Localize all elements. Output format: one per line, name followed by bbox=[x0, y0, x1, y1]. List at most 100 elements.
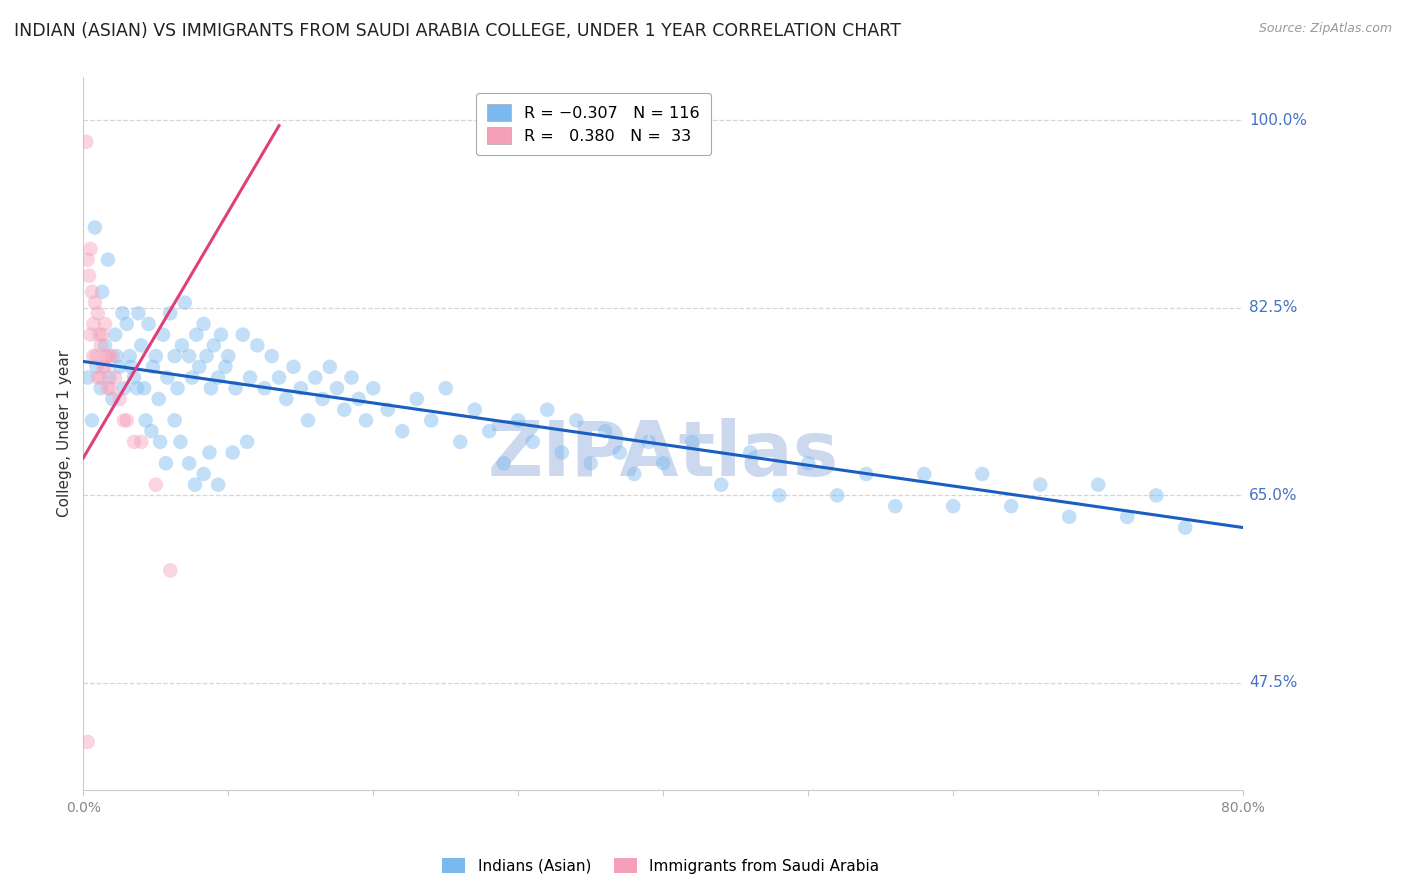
Point bbox=[152, 327, 174, 342]
Point bbox=[91, 285, 114, 299]
Point bbox=[434, 381, 457, 395]
Legend: Indians (Asian), Immigrants from Saudi Arabia: Indians (Asian), Immigrants from Saudi A… bbox=[436, 852, 886, 880]
Point bbox=[221, 445, 243, 459]
Point bbox=[122, 370, 145, 384]
Point bbox=[104, 370, 127, 384]
Point bbox=[239, 370, 262, 384]
Point bbox=[186, 327, 208, 342]
Point bbox=[86, 359, 108, 374]
Text: 47.5%: 47.5% bbox=[1249, 675, 1298, 690]
Point bbox=[115, 317, 138, 331]
Point bbox=[94, 338, 117, 352]
Point bbox=[333, 402, 356, 417]
Point bbox=[149, 434, 172, 449]
Point bbox=[145, 477, 167, 491]
Point bbox=[972, 467, 994, 481]
Point bbox=[1087, 477, 1109, 491]
Point bbox=[478, 424, 501, 438]
Point bbox=[217, 349, 239, 363]
Text: INDIAN (ASIAN) VS IMMIGRANTS FROM SAUDI ARABIA COLLEGE, UNDER 1 YEAR CORRELATION: INDIAN (ASIAN) VS IMMIGRANTS FROM SAUDI … bbox=[14, 22, 901, 40]
Point bbox=[155, 456, 177, 470]
Point bbox=[79, 327, 101, 342]
Text: 82.5%: 82.5% bbox=[1249, 301, 1298, 316]
Point bbox=[193, 317, 215, 331]
Point bbox=[86, 349, 108, 363]
Point bbox=[551, 445, 574, 459]
Point bbox=[94, 359, 117, 374]
Point bbox=[623, 467, 645, 481]
Point bbox=[108, 392, 131, 406]
Point bbox=[173, 295, 195, 310]
Point bbox=[87, 306, 110, 320]
Text: ZIPAtlas: ZIPAtlas bbox=[488, 418, 839, 492]
Point bbox=[98, 370, 121, 384]
Point bbox=[91, 327, 114, 342]
Point bbox=[942, 499, 965, 513]
Point bbox=[193, 467, 215, 481]
Point bbox=[768, 488, 790, 502]
Point bbox=[319, 359, 342, 374]
Point bbox=[225, 381, 247, 395]
Point bbox=[129, 434, 152, 449]
Text: Source: ZipAtlas.com: Source: ZipAtlas.com bbox=[1258, 22, 1392, 36]
Point bbox=[304, 370, 326, 384]
Point bbox=[166, 381, 188, 395]
Point bbox=[138, 317, 160, 331]
Point bbox=[1000, 499, 1022, 513]
Point bbox=[111, 306, 134, 320]
Point bbox=[90, 370, 112, 384]
Point bbox=[134, 381, 156, 395]
Point bbox=[101, 349, 124, 363]
Point bbox=[405, 392, 427, 406]
Point bbox=[1057, 509, 1080, 524]
Point bbox=[82, 317, 104, 331]
Point bbox=[159, 306, 181, 320]
Point bbox=[1144, 488, 1167, 502]
Point bbox=[115, 413, 138, 427]
Point bbox=[825, 488, 848, 502]
Point bbox=[297, 413, 319, 427]
Point bbox=[420, 413, 443, 427]
Point bbox=[347, 392, 370, 406]
Point bbox=[169, 434, 191, 449]
Point bbox=[120, 359, 142, 374]
Point bbox=[232, 327, 254, 342]
Point bbox=[198, 445, 221, 459]
Point bbox=[135, 413, 157, 427]
Point bbox=[200, 381, 222, 395]
Point bbox=[276, 392, 298, 406]
Point bbox=[83, 220, 105, 235]
Point bbox=[565, 413, 588, 427]
Point bbox=[97, 381, 120, 395]
Point bbox=[593, 424, 616, 438]
Point bbox=[391, 424, 413, 438]
Point bbox=[90, 381, 112, 395]
Point bbox=[89, 327, 111, 342]
Point bbox=[80, 285, 103, 299]
Point bbox=[209, 327, 232, 342]
Point bbox=[1029, 477, 1052, 491]
Point bbox=[195, 349, 218, 363]
Point bbox=[1116, 509, 1139, 524]
Point bbox=[179, 349, 201, 363]
Point bbox=[122, 434, 145, 449]
Y-axis label: College, Under 1 year: College, Under 1 year bbox=[58, 351, 72, 517]
Point bbox=[148, 392, 170, 406]
Point bbox=[163, 413, 186, 427]
Point bbox=[311, 392, 333, 406]
Point bbox=[340, 370, 363, 384]
Point bbox=[163, 349, 186, 363]
Point bbox=[87, 370, 110, 384]
Point bbox=[94, 317, 117, 331]
Point bbox=[179, 456, 201, 470]
Point bbox=[188, 359, 211, 374]
Point bbox=[83, 295, 105, 310]
Point bbox=[181, 370, 204, 384]
Point bbox=[105, 349, 128, 363]
Point bbox=[96, 349, 118, 363]
Point bbox=[492, 456, 515, 470]
Point bbox=[236, 434, 259, 449]
Point bbox=[98, 349, 121, 363]
Point bbox=[637, 434, 659, 449]
Point bbox=[267, 370, 290, 384]
